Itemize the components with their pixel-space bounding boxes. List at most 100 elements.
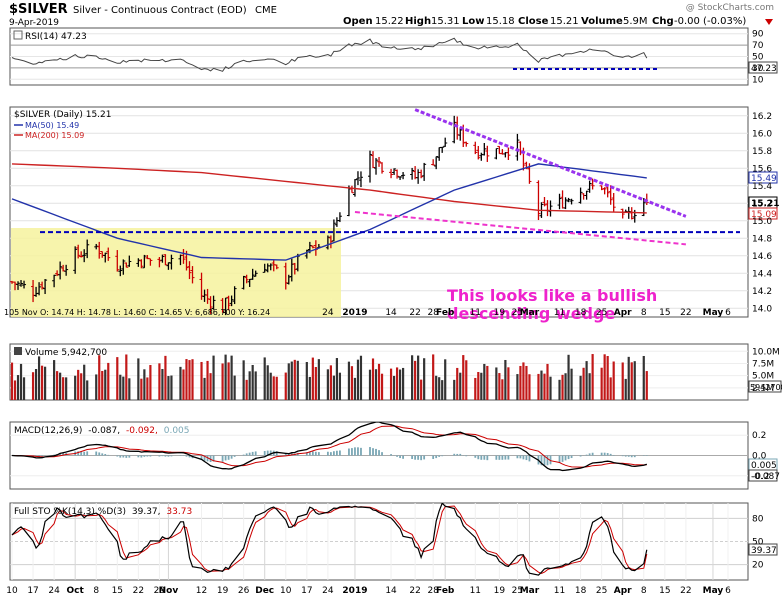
volume-bar <box>643 356 645 400</box>
volume-tick-label: 10.0M <box>752 347 780 357</box>
high-value: 15.31 <box>431 16 460 27</box>
volume-bar <box>17 375 19 400</box>
volume-bar <box>44 367 46 400</box>
macd-histogram-bar <box>613 455 615 456</box>
volume-bar <box>41 366 43 400</box>
macd-histogram-bar <box>243 455 245 456</box>
ma50-legend-text: MA(50) 15.49 <box>25 121 79 130</box>
watermark: @ StockCharts.com <box>686 3 774 13</box>
macd-histogram-bar <box>122 456 124 458</box>
volume-bar <box>252 365 254 400</box>
price-date-label: 6 <box>725 308 731 318</box>
macd-histogram-bar <box>231 456 233 459</box>
macd-histogram-bar <box>330 452 332 455</box>
macd-histogram-bar <box>562 456 564 462</box>
x-axis-label: May <box>703 586 724 596</box>
macd-histogram-bar <box>586 455 588 456</box>
macd-histogram-bar <box>372 448 374 455</box>
price-date-label: 22 <box>409 308 420 318</box>
volume-bar <box>104 370 106 400</box>
volume-bar <box>255 371 257 400</box>
macd-histogram-bar <box>327 452 329 456</box>
volume-bar <box>164 356 166 400</box>
volume-bar <box>116 357 118 400</box>
macd-histogram-bar <box>622 456 624 457</box>
volume-bar <box>528 374 530 400</box>
volume-bar <box>270 373 272 400</box>
price-tick-label: 15.0 <box>752 217 772 227</box>
volume-bar <box>399 370 401 400</box>
price-date-label: 25 <box>596 308 607 318</box>
volume-bar <box>483 364 485 400</box>
macd-histogram-bar <box>507 456 509 460</box>
volume-bar <box>161 369 163 400</box>
macd-histogram-bar <box>98 452 100 455</box>
macd-histogram-bar <box>354 447 356 455</box>
symbol-title: $SILVER <box>9 2 68 17</box>
price-date-label: Mar <box>520 308 540 318</box>
volume-bar <box>294 360 296 400</box>
volume-bar <box>11 363 13 400</box>
price-date-label: May <box>703 308 724 318</box>
close-label: Close <box>518 16 549 27</box>
volume-bar <box>582 368 584 400</box>
volume-bar <box>360 356 362 400</box>
x-axis-label: 24 <box>322 586 334 596</box>
macd-histogram-bar <box>601 453 603 456</box>
volume-bar <box>137 358 139 400</box>
macd-histogram-bar <box>604 453 606 456</box>
volume-bar <box>516 374 518 400</box>
rsi-tick-label: 50 <box>752 53 764 63</box>
price-date-label: 14 <box>385 308 397 318</box>
x-axis-label: Oct <box>67 586 85 596</box>
volume-bar <box>519 366 521 400</box>
wedge-annotation-line1: This looks like a bullish <box>447 286 657 305</box>
volume-bar <box>209 373 211 400</box>
volume-bar <box>604 354 606 400</box>
x-axis-label: 24 <box>48 586 60 596</box>
volume-tick-label: 2.5M <box>752 384 774 394</box>
volume-bar <box>354 378 356 400</box>
volume-bar <box>95 374 97 400</box>
volume-bar <box>589 373 591 400</box>
price-tick-label: 14.8 <box>752 234 772 244</box>
volume-bar <box>601 368 603 400</box>
volume-bar <box>206 361 208 400</box>
volume-bar <box>634 361 636 400</box>
volume-bar <box>56 371 58 400</box>
volume-bar <box>561 375 563 400</box>
macd-histogram-bar <box>119 456 121 458</box>
macd-histogram-bar <box>159 456 161 457</box>
x-axis-label: Nov <box>159 586 179 596</box>
macd-histogram-bar <box>432 456 434 460</box>
macd-legend: MACD(12,26,9) -0.087, -0.092, 0.005 <box>14 426 190 436</box>
macd-histogram-bar <box>116 456 118 457</box>
volume-bar <box>592 354 594 400</box>
price-date-label: 11 <box>554 308 565 318</box>
volume-bar <box>501 379 503 400</box>
volume-bar <box>432 354 434 400</box>
rsi-tick-label: 30 <box>752 64 764 74</box>
volume-tick-label: 7.5M <box>752 359 774 369</box>
price-date-label: 22 <box>680 308 691 318</box>
volume-bar <box>441 380 443 400</box>
macd-legend-signal: -0.092, <box>126 426 158 436</box>
volume-bar <box>128 378 130 400</box>
volume-bar <box>435 376 437 400</box>
chart-date: 9-Apr-2019 <box>9 18 59 28</box>
price-date-label: 18 <box>575 308 587 318</box>
volume-bar <box>525 366 527 400</box>
volume-bar <box>537 374 539 400</box>
macd-histogram-bar <box>480 456 482 460</box>
volume-bar <box>297 361 299 400</box>
svg-text:Full STO %K(14,3) %D(3): Full STO %K(14,3) %D(3) 39.37, 33.73 <box>14 507 192 517</box>
macd-histogram-bar <box>128 456 130 458</box>
volume-bar <box>77 370 79 400</box>
macd-histogram-bar <box>420 456 422 461</box>
macd-histogram-bar <box>580 456 582 457</box>
macd-histogram-bar <box>399 456 401 459</box>
macd-histogram-bar <box>249 453 251 456</box>
macd-histogram-bar <box>375 449 377 456</box>
macd-histogram-bar <box>559 456 561 463</box>
volume-bar <box>351 366 353 400</box>
